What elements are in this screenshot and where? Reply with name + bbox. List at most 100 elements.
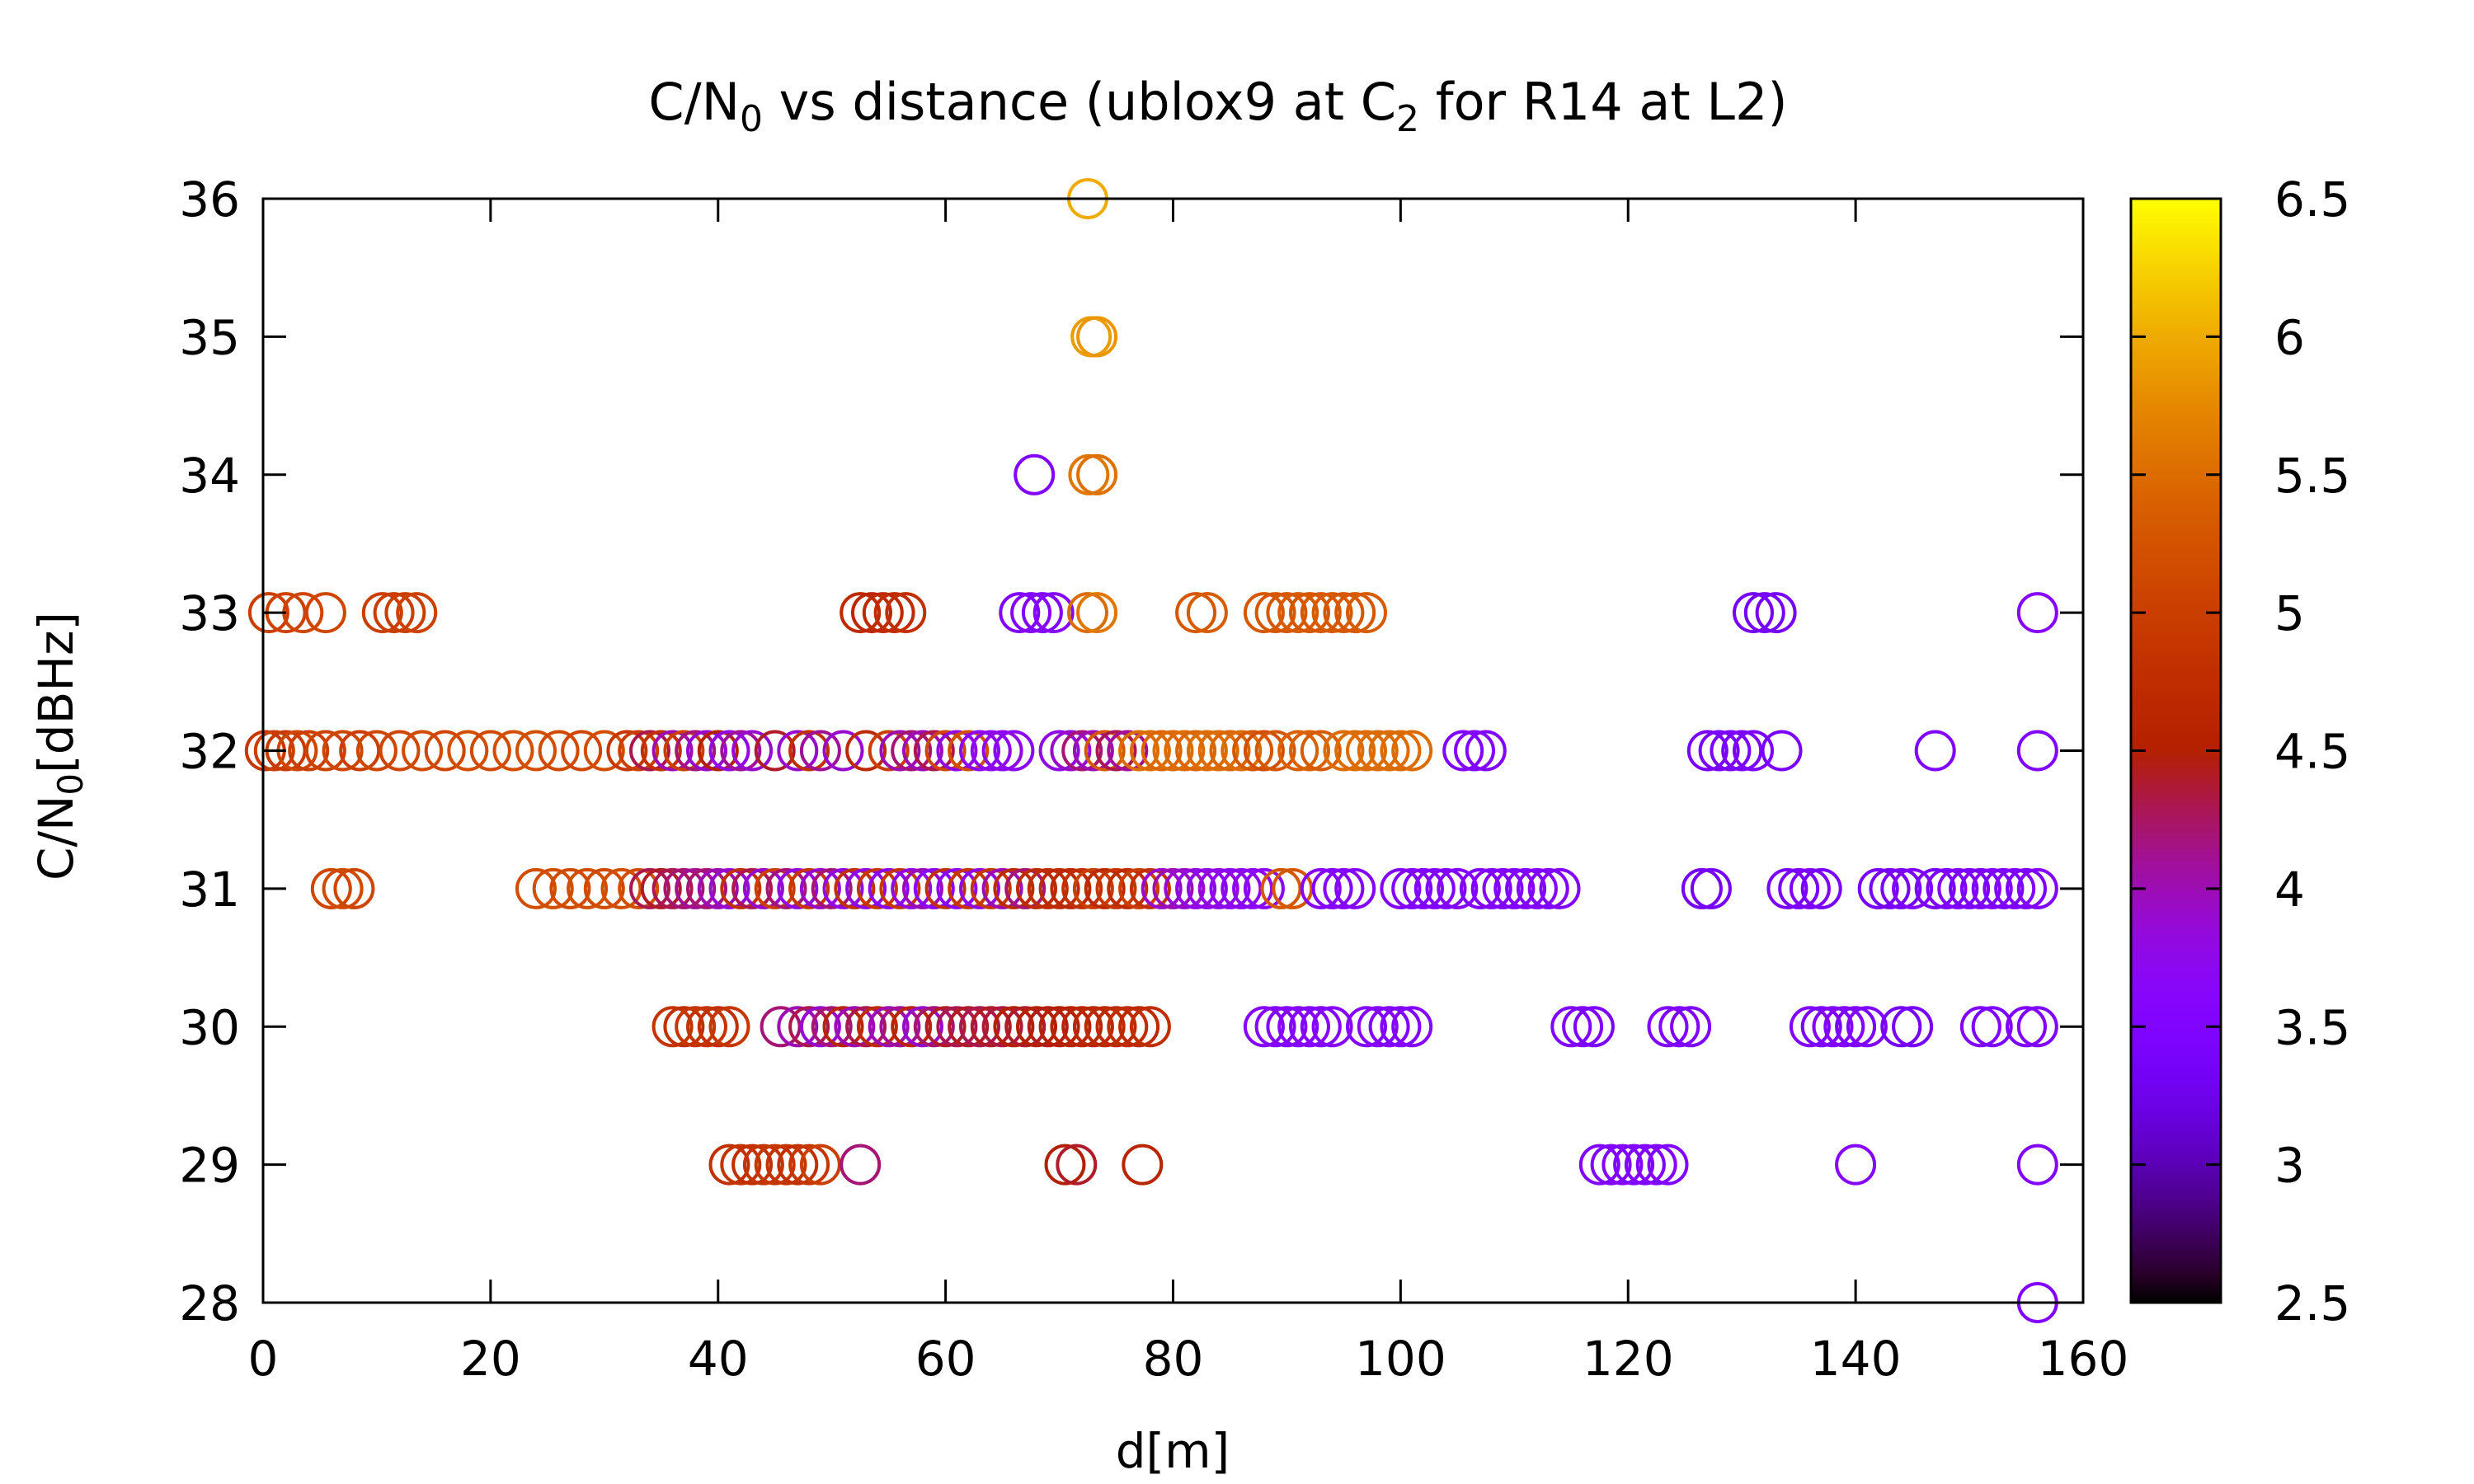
colorbar-tick-label: 3.5	[2274, 999, 2350, 1055]
data-point	[970, 867, 1012, 909]
data-point	[1152, 730, 1194, 772]
data-point	[799, 1144, 841, 1186]
data-point	[640, 867, 682, 909]
data-point	[515, 730, 557, 772]
data-point	[822, 867, 864, 909]
data-point	[959, 1006, 1000, 1048]
data-point	[1027, 1006, 1069, 1048]
data-point	[663, 867, 705, 909]
data-point	[856, 1006, 898, 1048]
data-point	[1197, 730, 1239, 772]
data-point	[1021, 592, 1063, 634]
data-point	[1084, 730, 1126, 772]
x-axis-ticks: 0 20 40 60 80 100 120 140 160	[248, 199, 2128, 1387]
data-point	[1380, 867, 1422, 909]
data-point	[1721, 730, 1763, 772]
data-point	[1698, 730, 1740, 772]
colorbar-tick-label: 5	[2274, 585, 2305, 641]
data-point	[1232, 730, 1274, 772]
data-point	[902, 1006, 943, 1048]
chart-title: C/N0 vs distance (ublox9 at C2 for R14 a…	[648, 72, 1787, 140]
data-point	[765, 867, 807, 909]
data-point	[1789, 867, 1831, 909]
data-point	[304, 592, 346, 634]
data-point	[1686, 730, 1729, 772]
data-point	[1368, 730, 1410, 772]
data-point	[1084, 1006, 1126, 1048]
y-axis-label: C/N0[dBHz]	[28, 612, 91, 881]
data-point	[708, 1006, 750, 1048]
data-point	[1076, 453, 1118, 495]
data-point	[697, 867, 739, 909]
y-tick-label: 32	[179, 724, 240, 780]
data-point	[1505, 867, 1547, 909]
data-point	[1690, 867, 1732, 909]
data-point	[948, 867, 990, 909]
data-point	[424, 730, 466, 772]
data-point	[1221, 730, 1263, 772]
x-tick-label: 120	[1583, 1331, 1674, 1387]
data-point	[1357, 730, 1399, 772]
data-point	[1778, 867, 1820, 909]
data-point	[1016, 867, 1057, 909]
data-point	[1141, 867, 1183, 909]
data-point	[845, 867, 887, 909]
data-point	[765, 1144, 807, 1186]
data-point	[1118, 730, 1160, 772]
data-point	[515, 867, 557, 909]
data-point	[1823, 1006, 1865, 1048]
data-point	[1152, 867, 1194, 909]
data-point	[742, 1144, 784, 1186]
data-point	[1004, 867, 1047, 909]
data-point	[1254, 1006, 1296, 1048]
data-point	[663, 1006, 705, 1048]
colorbar-tick-label: 4.5	[2274, 724, 2350, 780]
data-point	[675, 730, 717, 772]
x-tick-label: 100	[1355, 1331, 1446, 1387]
data-point	[1949, 867, 1991, 909]
data-point	[1311, 592, 1353, 634]
data-point	[1380, 730, 1422, 772]
data-point	[1014, 453, 1056, 495]
data-point	[304, 730, 346, 772]
data-point	[1175, 867, 1217, 909]
data-point	[288, 730, 330, 772]
data-point	[675, 867, 717, 909]
data-point	[708, 1144, 750, 1186]
data-point	[253, 730, 295, 772]
data-point	[2016, 1144, 2058, 1186]
data-point	[1016, 1006, 1057, 1048]
data-point	[384, 592, 426, 634]
data-point	[1892, 867, 1934, 909]
y-tick-label: 28	[179, 1275, 240, 1331]
data-point	[686, 867, 727, 909]
data-point	[1061, 730, 1103, 772]
data-point	[731, 867, 774, 909]
data-point	[862, 592, 904, 634]
x-tick-label: 40	[688, 1331, 749, 1387]
data-point	[799, 730, 841, 772]
data-point	[663, 730, 705, 772]
data-point	[720, 867, 762, 909]
data-point	[1635, 1144, 1677, 1186]
data-point	[936, 1006, 978, 1048]
data-point	[902, 730, 943, 772]
data-point	[851, 592, 892, 634]
data-point	[788, 1144, 830, 1186]
data-point	[1266, 592, 1308, 634]
x-axis-label: d[m]	[1116, 1423, 1230, 1479]
data-point	[1647, 1144, 1689, 1186]
data-point	[970, 730, 1012, 772]
data-point	[282, 592, 324, 634]
data-point	[868, 730, 910, 772]
data-point	[1368, 1006, 1410, 1048]
data-point	[1357, 1006, 1399, 1048]
data-point	[970, 1006, 1012, 1048]
data-point	[834, 867, 876, 909]
data-point	[567, 867, 609, 909]
data-point	[1038, 1006, 1080, 1048]
data-point	[924, 730, 967, 772]
data-point	[1482, 867, 1524, 909]
data-point	[379, 730, 421, 772]
data-point	[2016, 730, 2058, 772]
